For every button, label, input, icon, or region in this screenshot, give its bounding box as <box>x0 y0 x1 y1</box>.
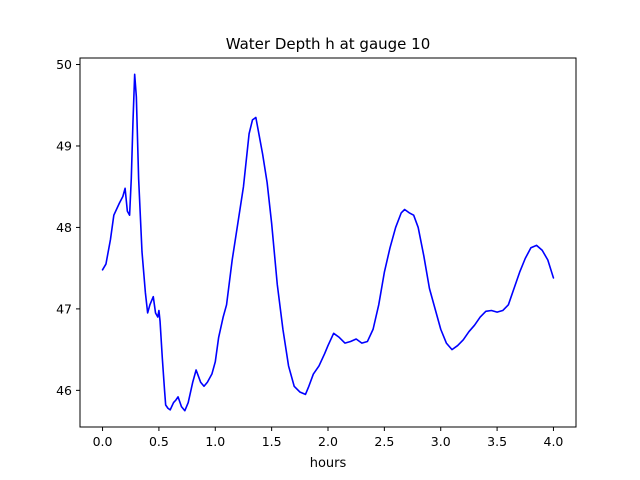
plot-frame <box>79 57 577 428</box>
y-axis-ticks: 46 47 48 49 50 <box>56 57 80 398</box>
y-tick-label: 46 <box>56 383 72 398</box>
x-tick-label: 2.5 <box>374 434 394 449</box>
chart-title: Water Depth h at gauge 10 <box>226 35 431 53</box>
y-tick-label: 50 <box>56 57 72 72</box>
x-axis-ticks: 0.0 0.5 1.0 1.5 2.0 2.5 3.0 3.5 4.0 <box>93 427 564 449</box>
x-tick-label: 3.5 <box>487 434 507 449</box>
y-tick-label: 48 <box>56 220 72 235</box>
y-tick-label: 47 <box>56 301 72 316</box>
x-tick-label: 1.5 <box>262 434 282 449</box>
x-tick-label: 3.0 <box>431 434 451 449</box>
x-tick-label: 4.0 <box>544 434 564 449</box>
x-tick-label: 0.0 <box>93 434 113 449</box>
x-tick-label: 2.0 <box>318 434 338 449</box>
plot-area <box>101 73 555 412</box>
x-tick-label: 1.0 <box>205 434 225 449</box>
x-axis-label: hours <box>310 456 347 471</box>
x-tick-label: 0.5 <box>149 434 169 449</box>
y-tick-label: 49 <box>56 138 72 153</box>
series-line-0 <box>101 73 555 412</box>
